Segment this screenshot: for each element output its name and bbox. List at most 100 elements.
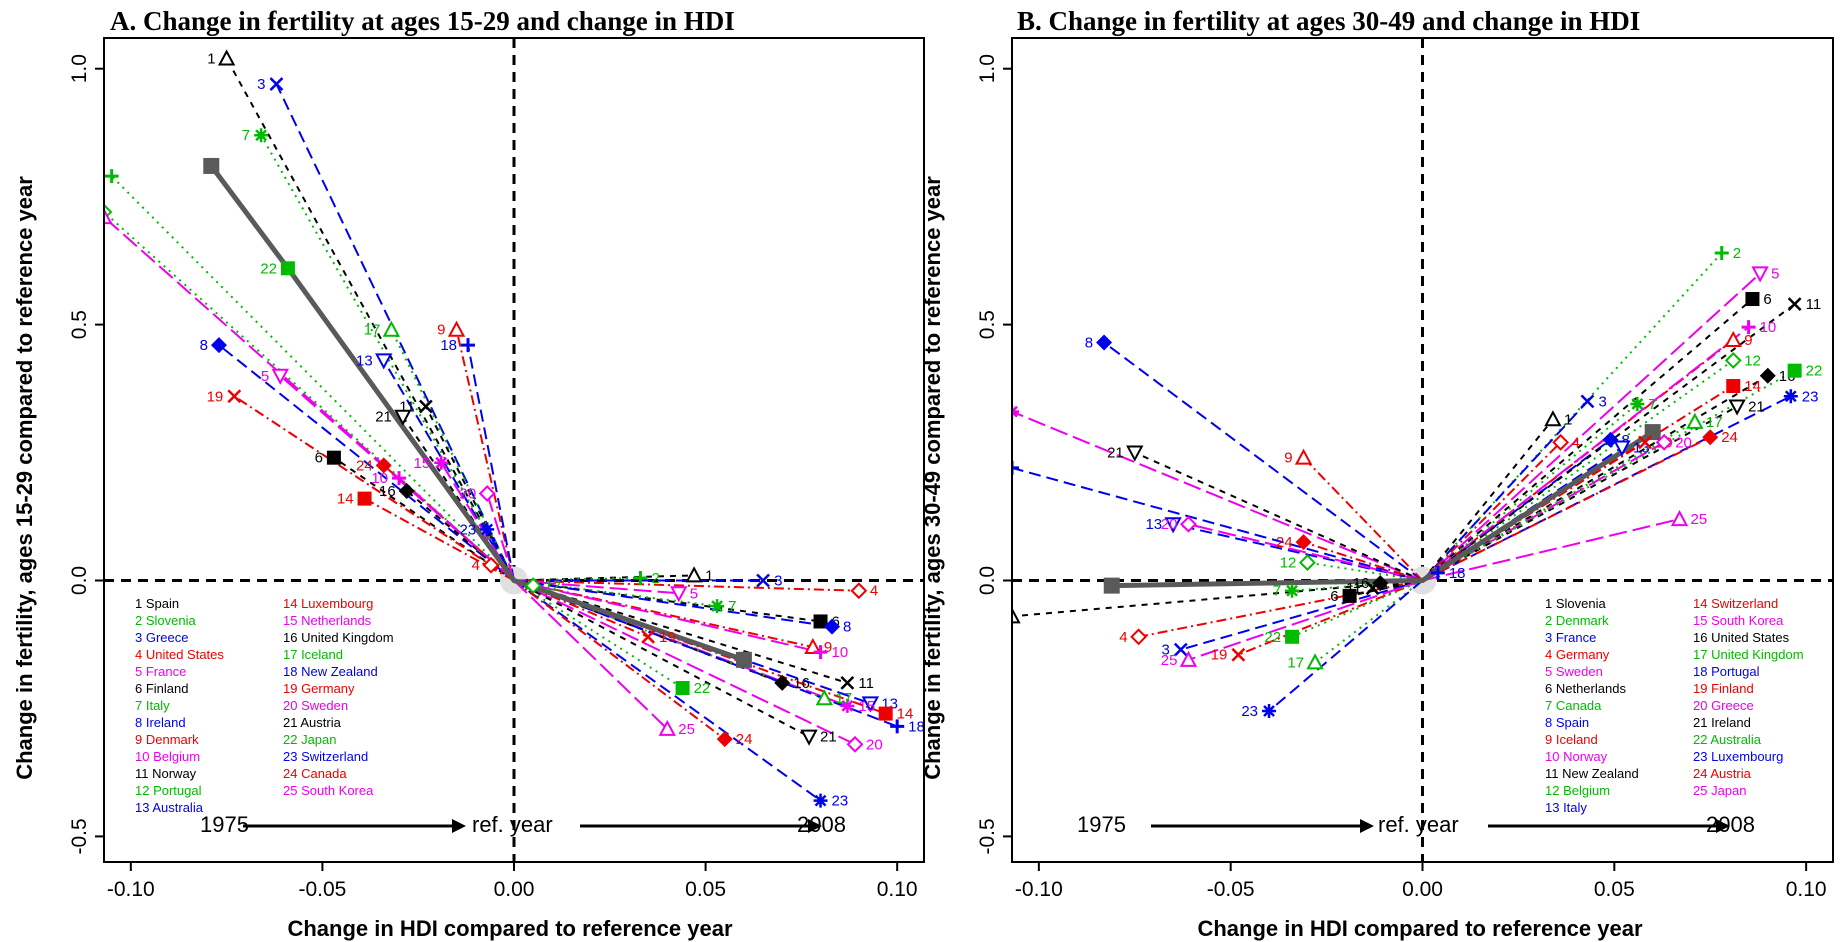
panel-b-series-8-marker-0 xyxy=(1096,334,1113,351)
panel-a-series-2-label-1: 2 xyxy=(651,570,659,587)
panel-a-series-24-label-0: 24 xyxy=(356,457,373,474)
panel-a-series-7-label-1: 7 xyxy=(728,598,736,615)
panel-a-series-2-marker-1 xyxy=(633,570,648,585)
panel-b-series-6-line-1 xyxy=(1421,298,1754,582)
panel-a-series-12-line-0 xyxy=(104,211,515,582)
panel-b-series-1-line-0 xyxy=(1012,579,1423,618)
panel-a-series-10-line-1 xyxy=(513,579,821,654)
panel-a-data-layer: 1122334455667788991010111112121313141415… xyxy=(76,38,924,862)
panel-a-series-15-label-1: 15 xyxy=(858,698,875,715)
panel-a-series-3-marker-0 xyxy=(269,77,284,91)
panel-b-timeline-mid: ref. year xyxy=(1378,812,1459,837)
panel-a-legend-item-23: 23 Switzerland xyxy=(283,749,368,764)
panel-a-series-18-label-0: 18 xyxy=(440,337,457,354)
panel-a-series-25-line-0 xyxy=(104,216,515,582)
panel-a-series-14-label-0: 14 xyxy=(337,491,354,508)
panel-b-legend-item-9: 9 Iceland xyxy=(1545,732,1598,747)
panel-a-legend-item-1: 1 Spain xyxy=(135,596,179,611)
panel-b-legend-item-15: 15 South Korea xyxy=(1693,613,1784,628)
panel-b-legend-item-8: 8 Spain xyxy=(1545,715,1589,730)
panel-a-series-8-line-0 xyxy=(218,344,515,582)
panel-a-series-25-label-0: 25 xyxy=(76,209,93,226)
panel-a-series-13-label-0: 13 xyxy=(356,352,373,369)
panel-a-x-tick-label-2: 0.00 xyxy=(494,878,535,901)
panel-b-series-13-line-0 xyxy=(1172,523,1423,582)
panel-b-data-layer: 1123344566778899101111121213131415161617… xyxy=(984,38,1833,862)
panel-b-series-23-marker-0 xyxy=(1262,704,1277,719)
panel-b-series-7-label-1: 7 xyxy=(1648,396,1656,413)
panel-a-series-21-label-0: 21 xyxy=(375,409,392,426)
panel-b-series-3-label-0: 3 xyxy=(1161,642,1169,659)
panel-a-series-10-marker-1 xyxy=(813,645,828,660)
panel-a-series-2-marker-0 xyxy=(104,169,119,184)
panel-a-series-1-marker-1 xyxy=(685,566,703,583)
panel-a-series-9-line-0 xyxy=(455,329,515,581)
panel-b-series-12-marker-1 xyxy=(1724,352,1742,369)
panel-b-x-axis-title: Change in HDI compared to reference year xyxy=(1197,916,1642,941)
panel-b-x-tick-label-3: 0.05 xyxy=(1594,878,1635,901)
panel-b-series-13-label-0: 13 xyxy=(1145,516,1162,533)
panel-a-series-18-line-1 xyxy=(513,579,898,728)
panel-b-series-23-label-0: 23 xyxy=(1241,703,1258,720)
panel-b-series-22-label-0: 22 xyxy=(1264,629,1281,646)
panel-b-series-23-label-1: 23 xyxy=(1802,388,1819,405)
panel-b-series-22-marker-1 xyxy=(1787,363,1802,378)
panel-a-average-path xyxy=(209,164,745,663)
panel-b-series-5-marker-0 xyxy=(1751,266,1769,283)
panel-b-series-9-label-0: 9 xyxy=(1284,450,1292,467)
panel-b-series-4-label-1: 4 xyxy=(1572,434,1580,451)
panel-a-series-4-marker-1 xyxy=(850,582,868,600)
panel-b-x-tick-label-1: -0.05 xyxy=(1207,878,1255,901)
panel-b-series-4-marker-1 xyxy=(1552,433,1570,451)
panel-b-series-7-line-1 xyxy=(1421,403,1638,582)
panel-b-series-10-line-0 xyxy=(1421,326,1750,582)
panel-b-series-24-marker-0 xyxy=(1295,534,1312,551)
panel-a-series-12-label-0: 12 xyxy=(76,204,93,221)
panel-b-series-10-label-0: 10 xyxy=(1760,319,1777,336)
panel-a-series-11-label-1: 11 xyxy=(858,675,874,692)
panel-b-series-7-marker-0 xyxy=(1285,583,1300,598)
panel-b-series-24-line-1 xyxy=(1422,436,1711,582)
panel-a-legend-item-11: 11 Norway xyxy=(135,766,197,781)
panel-a-series-6-line-1 xyxy=(513,579,821,623)
panel-a-series-25-line-1 xyxy=(513,579,668,730)
panel-b-series-17-marker-1 xyxy=(1686,412,1704,429)
panel-b-series-19-marker-1 xyxy=(1638,435,1652,450)
panel-b-series-5-line-0 xyxy=(1421,272,1761,582)
panel-b-legend-item-23: 23 Luxembourg xyxy=(1693,749,1783,764)
panel-a-series-4-label-1: 4 xyxy=(870,583,878,600)
panel-a-timeline-arrowhead-1 xyxy=(808,819,822,833)
panel-a-series-12-label-1: 12 xyxy=(544,578,561,595)
panel-a-timeline-arrowhead-0 xyxy=(452,819,466,833)
panel-b-series-22-line-0 xyxy=(1291,579,1423,638)
panel-a-series-6-label-0: 6 xyxy=(315,450,323,467)
panel-b-series-2-marker-0 xyxy=(1714,245,1729,260)
panel-b-series-4-label-0: 4 xyxy=(1119,629,1127,646)
panel-b-series-25-line-0 xyxy=(1188,579,1423,661)
panel-b-x-tick-label-2: 0.00 xyxy=(1402,878,1443,901)
panel-a-series-23-marker-0 xyxy=(480,522,495,537)
panel-a-series-19-line-0 xyxy=(233,395,515,582)
panel-a-series-21-marker-0 xyxy=(394,409,412,426)
panel-a-timeline-mid: ref. year xyxy=(472,812,553,837)
panel-a-series-23-label-0: 23 xyxy=(459,521,476,538)
panel-b-series-15-label-0: 15 xyxy=(984,404,1001,421)
panel-a-series-15-label-0: 15 xyxy=(414,455,431,472)
panel-b-average-path xyxy=(1111,429,1655,589)
panel-b-series-19-line-0 xyxy=(1237,579,1423,656)
panel-a-timeline-start: 1975 xyxy=(200,812,249,837)
panel-a-series-14-marker-1 xyxy=(878,706,893,721)
panel-a-series-9-label-0: 9 xyxy=(437,322,445,339)
panel-b-series-13-marker-0 xyxy=(1164,517,1182,534)
panel-a-series-7-marker-1 xyxy=(710,599,725,614)
panel-b-series-19-marker-0 xyxy=(1231,647,1246,662)
panel-b-legend-item-25: 25 Japan xyxy=(1693,783,1747,798)
panel-b-series-21-line-1 xyxy=(1422,405,1738,582)
panel-a-series-2-label-0: 2 xyxy=(92,168,100,185)
panel-a-series-1-label-1: 1 xyxy=(705,567,713,584)
panel-a-x-tick-label-3: 0.05 xyxy=(685,878,726,901)
panel-b-series-7-label-0: 7 xyxy=(1273,583,1281,600)
panel-a-legend-item-22: 22 Japan xyxy=(283,732,337,747)
panel-a-series-4-line-1 xyxy=(513,579,859,592)
panel-a-series-13-line-0 xyxy=(382,359,515,582)
